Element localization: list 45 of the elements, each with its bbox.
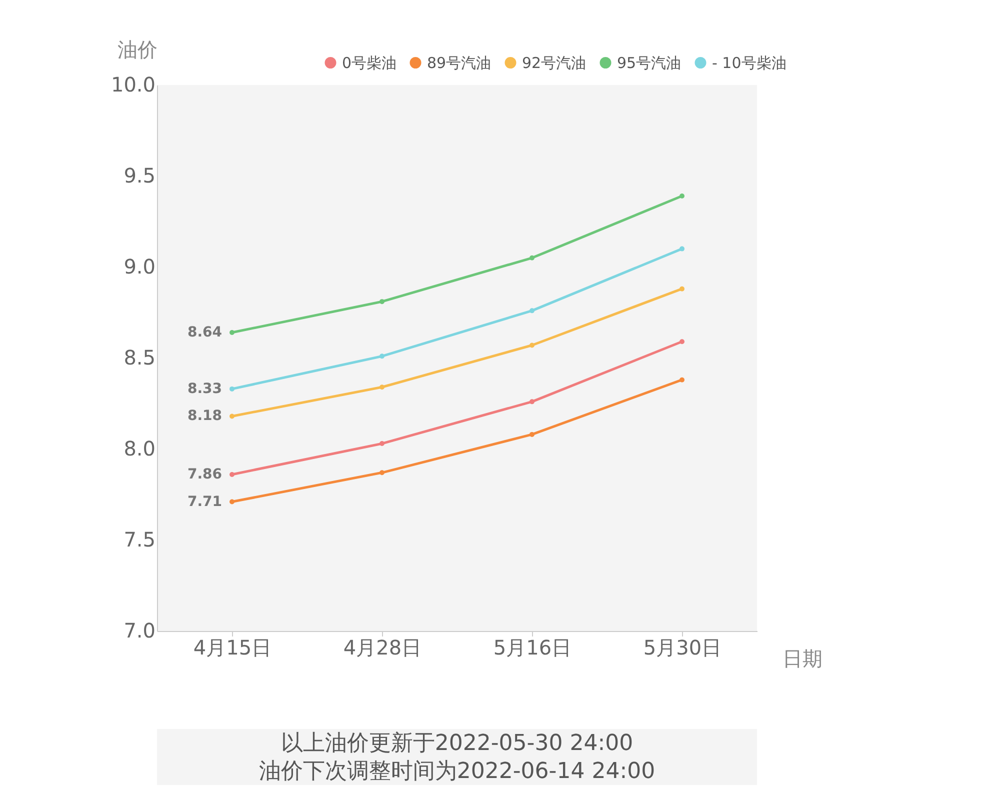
- y-axis-title: 油价: [118, 38, 158, 62]
- data-label: 7.71: [187, 494, 222, 510]
- x-tick-label: 5月16日: [493, 636, 572, 660]
- point: [680, 286, 684, 292]
- y-tick-label: 9.5: [124, 164, 156, 188]
- point: [380, 299, 384, 304]
- data-label: 8.64: [187, 324, 222, 341]
- point: [230, 386, 234, 392]
- y-tick-label: 8.0: [124, 436, 156, 460]
- text: 以上油价更新于2022-05-30 24:00: [280, 731, 634, 756]
- legend-label: 92号汽油: [522, 54, 586, 72]
- point: [230, 499, 234, 504]
- point: [380, 354, 384, 359]
- legend-label: - 10号柴油: [712, 54, 786, 72]
- x-tick-label: 4月15日: [193, 636, 272, 660]
- point: [530, 342, 534, 348]
- point: [530, 308, 534, 314]
- data-label: 7.86: [187, 466, 222, 482]
- point: [230, 330, 234, 336]
- legend-label: 89号汽油: [427, 54, 492, 72]
- point: [680, 339, 684, 344]
- point: [380, 470, 384, 476]
- point: [680, 246, 684, 252]
- point: [530, 399, 534, 404]
- legend-label: 95号汽油: [617, 54, 682, 72]
- x-axis-title: 日期: [782, 646, 822, 670]
- point: [530, 255, 534, 260]
- data-label: 8.33: [187, 380, 222, 397]
- point: [230, 414, 234, 419]
- point: [680, 377, 684, 382]
- y-tick-label: 10.0: [110, 72, 156, 96]
- point: [380, 384, 384, 390]
- y-tick-label: 7.5: [124, 528, 156, 552]
- data-label: 8.18: [187, 408, 222, 424]
- legend-label: 0号柴油: [342, 54, 397, 72]
- y-tick-label: 9.0: [124, 254, 156, 278]
- point: [530, 432, 534, 437]
- x-tick-label: 4月28日: [343, 636, 422, 660]
- point: [380, 441, 384, 446]
- text: 油价下次调整时间为2022-06-14 24:00: [258, 759, 656, 784]
- y-tick-label: 7.0: [124, 618, 156, 642]
- point: [680, 194, 684, 199]
- point: [230, 472, 234, 477]
- x-tick-label: 5月30日: [643, 636, 722, 660]
- y-tick-label: 8.5: [124, 346, 156, 370]
